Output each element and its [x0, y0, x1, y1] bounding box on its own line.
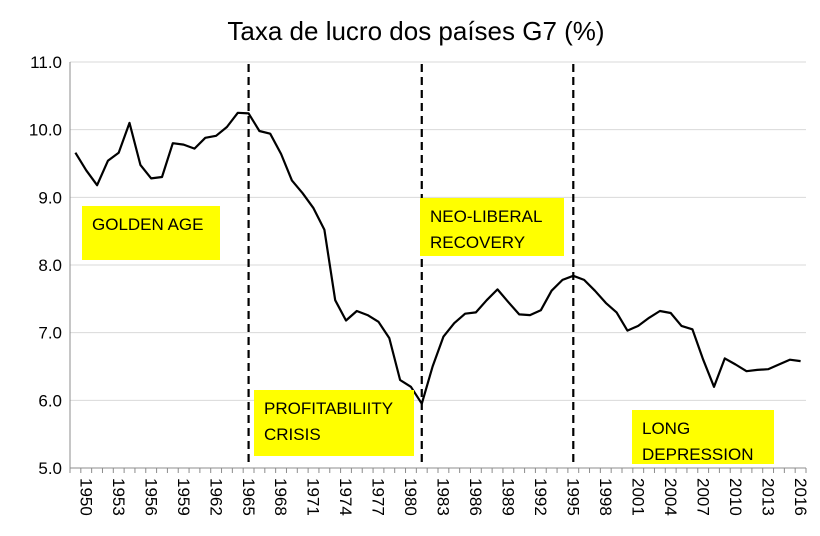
series-layer [74, 111, 801, 405]
era-box-3 [632, 410, 774, 464]
era-label-2-1: RECOVERY [430, 233, 525, 252]
x-tick-label-1953: 1953 [109, 478, 128, 516]
era-label-0-0: GOLDEN AGE [92, 215, 203, 234]
axis-layer: 5.0 6.0 7.0 8.0 9.0 10.0 11.0 1950 1953 1956 1959 1… [29, 53, 810, 516]
x-tick-label-1998: 1998 [596, 478, 615, 516]
x-tick-label-1971: 1971 [304, 478, 323, 516]
era-label-3-0: LONG [642, 419, 690, 438]
x-tick-label-1962: 1962 [206, 478, 225, 516]
era-label-1-1: CRISIS [264, 425, 321, 444]
x-tick-label-1974: 1974 [336, 478, 355, 516]
y-tick-label-11.0: 11.0 [30, 53, 62, 72]
x-tick-label-1995: 1995 [563, 478, 582, 516]
era-box-1 [254, 390, 414, 456]
y-tick-label-7.0: 7.0 [38, 324, 62, 343]
x-tick-label-1965: 1965 [239, 478, 258, 516]
x-tick-label-1977: 1977 [369, 478, 388, 516]
y-tick-label-8.0: 8.0 [38, 256, 62, 275]
grid-layer [70, 61, 806, 401]
x-tick-label-1959: 1959 [174, 478, 193, 516]
x-tick-label-1992: 1992 [531, 478, 550, 516]
x-tick-label-2013: 2013 [758, 478, 777, 516]
y-tick-label-5.0: 5.0 [38, 459, 62, 478]
x-tick-label-1950: 1950 [76, 478, 95, 516]
series-line-0 [74, 111, 801, 405]
x-tick-label-2001: 2001 [628, 478, 647, 516]
chart-title: Taxa de lucro dos países G7 (%) [227, 16, 604, 46]
x-tick-label-1980: 1980 [401, 478, 420, 516]
era-label-3-1: DEPRESSION [642, 445, 753, 464]
y-tick-label-9.0: 9.0 [38, 188, 62, 207]
era-label-1-0: PROFITABILIITY [264, 399, 393, 418]
x-tick-label-2010: 2010 [726, 478, 745, 516]
era-box-2 [420, 198, 564, 256]
y-tick-label-6.0: 6.0 [38, 391, 62, 410]
x-tick-label-2016: 2016 [791, 478, 810, 516]
x-tick-label-1986: 1986 [466, 478, 485, 516]
annotation-layer: GOLDEN AGE PROFITABILIITY CRISIS NEO-LIBERA… [82, 198, 774, 464]
era-box-0 [82, 206, 220, 260]
x-tick-label-1983: 1983 [434, 478, 453, 516]
x-tick-label-2004: 2004 [661, 478, 680, 516]
era-label-2-0: NEO-LIBERAL [430, 207, 542, 226]
x-tick-label-1968: 1968 [271, 478, 290, 516]
x-tick-label-1989: 1989 [499, 478, 518, 516]
x-tick-label-2007: 2007 [693, 478, 712, 516]
divider-layer [247, 64, 575, 464]
x-tick-label-1956: 1956 [141, 478, 160, 516]
y-tick-label-10.0: 10.0 [29, 121, 62, 140]
